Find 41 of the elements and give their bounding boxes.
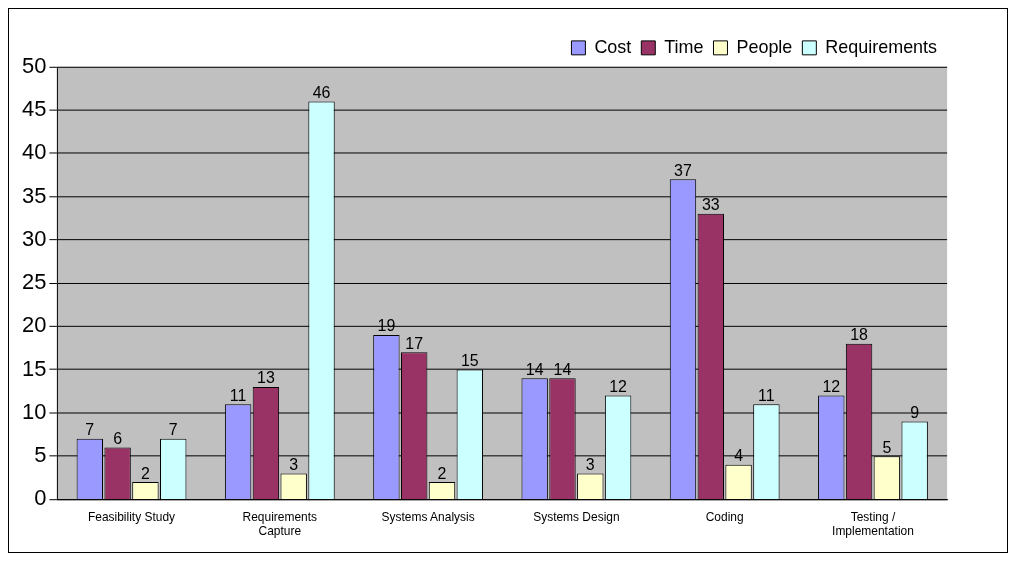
x-tick-label: Feasibility Study <box>87 509 176 524</box>
data-label: 46 <box>312 83 331 101</box>
data-label: 18 <box>850 326 869 344</box>
y-tick-label: 5 <box>34 442 47 468</box>
data-label: 15 <box>460 352 479 370</box>
y-tick-label: 25 <box>21 269 47 295</box>
data-label: 7 <box>85 421 95 439</box>
data-label: 2 <box>140 464 150 482</box>
y-tick-label: 0 <box>34 485 47 511</box>
data-label: 37 <box>674 161 692 179</box>
data-label: 2 <box>437 464 447 482</box>
y-tick-label: 10 <box>21 398 47 424</box>
y-tick-label: 35 <box>21 182 47 208</box>
data-label: 3 <box>289 455 299 473</box>
y-tick-label: 40 <box>21 139 47 165</box>
x-tick-label: Testing / Implementation <box>832 509 914 539</box>
legend-label: Cost <box>594 36 632 57</box>
legend-label: Requirements <box>825 36 938 57</box>
legend-label: People <box>736 36 793 57</box>
y-tick-label: 20 <box>21 312 47 338</box>
x-tick-label: Systems Analysis <box>381 509 475 524</box>
legend-label: Time <box>664 36 704 57</box>
data-label: 11 <box>758 386 775 404</box>
x-tick-label: Coding <box>705 509 744 524</box>
data-label: 13 <box>257 369 275 387</box>
data-label: 33 <box>701 196 720 214</box>
x-tick-label: Systems Design <box>533 509 620 524</box>
x-tick-label: Requirements Capture <box>242 509 318 539</box>
data-label: 9 <box>910 403 920 421</box>
y-tick-label: 50 <box>21 52 47 78</box>
data-label: 7 <box>168 421 178 439</box>
data-label: 11 <box>229 386 247 404</box>
data-label: 6 <box>113 429 123 447</box>
data-label: 17 <box>405 334 424 352</box>
data-label: 12 <box>609 378 628 395</box>
y-tick-label: 45 <box>21 96 47 122</box>
data-label: 5 <box>882 438 892 456</box>
data-label: 12 <box>822 378 841 395</box>
y-tick-label: 30 <box>21 225 47 251</box>
data-label: 3 <box>585 455 595 473</box>
y-tick-label: 15 <box>21 355 47 381</box>
